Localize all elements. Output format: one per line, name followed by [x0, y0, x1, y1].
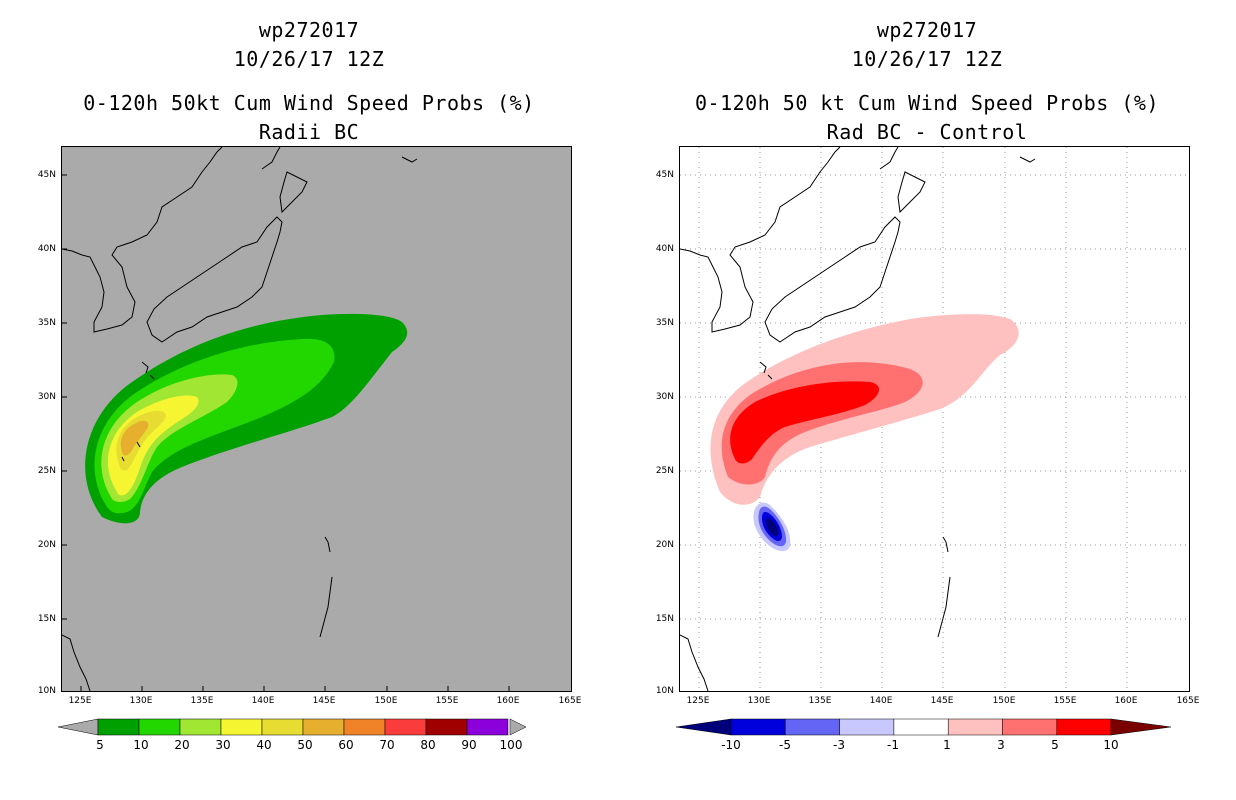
left-cbar-swatch	[343, 718, 386, 736]
lon-label: 130E	[129, 696, 153, 706]
left-storm-id: wp272017	[258, 18, 360, 42]
diff-neg-10	[765, 518, 779, 537]
left-cbar-swatch	[261, 718, 304, 736]
right-cbar-label: 1	[943, 738, 951, 752]
lat-label: 15N	[655, 614, 674, 624]
left-cbar-label: 90	[461, 738, 477, 752]
left-cbar-swatch	[179, 718, 222, 736]
right-map	[679, 146, 1190, 692]
lat-label: 10N	[37, 686, 56, 696]
lon-label: 165E	[558, 696, 582, 706]
lon-label: 135E	[808, 696, 832, 706]
right-storm-id: wp272017	[876, 18, 978, 42]
left-cbar-label: 70	[379, 738, 395, 752]
left-cbar-label: 60	[338, 738, 354, 752]
right-map-svg	[680, 147, 1189, 691]
left-cbar-swatch	[138, 718, 181, 736]
left-subtitle: Radii BC	[258, 120, 360, 144]
left-cbar-label: 10	[133, 738, 149, 752]
left-cbar-label: 100	[499, 738, 523, 752]
lon-label: 140E	[869, 696, 893, 706]
left-cbar-swatch	[302, 718, 345, 736]
lat-label: 35N	[655, 318, 674, 328]
lat-label: 35N	[37, 318, 56, 328]
right-cbar-label: 3	[997, 738, 1005, 752]
left-axis-ticks	[62, 174, 510, 691]
prob-swath-10	[94, 338, 335, 514]
left-cbar-label: 30	[215, 738, 231, 752]
lat-label: 25N	[655, 466, 674, 476]
lat-label: 45N	[655, 170, 674, 180]
left-cbar-swatch	[384, 718, 427, 736]
lon-label: 125E	[68, 696, 92, 706]
lat-label: 40N	[655, 244, 674, 254]
lat-label: 25N	[37, 466, 56, 476]
left-cbar-label: 40	[256, 738, 272, 752]
lat-label: 40N	[37, 244, 56, 254]
right-cbar-swatch	[785, 718, 840, 736]
left-map	[61, 146, 572, 692]
right-cbar-swatch	[947, 718, 1003, 736]
left-cbar-label: 20	[174, 738, 190, 752]
right-product-title: 0-120h 50 kt Cum Wind Speed Probs (%)	[694, 91, 1160, 115]
prob-swath-30	[107, 395, 199, 496]
left-cbar-swatch	[466, 718, 509, 736]
lon-label: 145E	[312, 696, 336, 706]
right-date: 10/26/17 12Z	[851, 47, 1003, 71]
left-cbar-swatch	[425, 718, 468, 736]
right-panel: wp272017 10/26/17 12Z 0-120h 50 kt Cum W…	[618, 0, 1236, 800]
right-cbar-label: -3	[833, 738, 845, 752]
lat-label: 30N	[37, 392, 56, 402]
prob-swath-40	[116, 410, 166, 471]
lat-label: 10N	[655, 686, 674, 696]
left-panel: wp272017 10/26/17 12Z 0-120h 50kt Cum Wi…	[37, 18, 582, 752]
lon-label: 145E	[930, 696, 954, 706]
lon-label: 150E	[992, 696, 1016, 706]
left-cbar-label: 50	[297, 738, 313, 752]
right-cbar-label: -5	[779, 738, 791, 752]
left-colorbar	[58, 718, 527, 736]
lon-label: 130E	[747, 696, 771, 706]
lon-label: 135E	[190, 696, 214, 706]
prob-swath-50	[120, 420, 149, 456]
right-cbar-swatch	[839, 718, 895, 736]
left-cbar-swatch	[220, 718, 263, 736]
right-colorbar	[676, 718, 1172, 736]
diff-pos-5	[730, 381, 880, 464]
lon-label: 125E	[686, 696, 710, 706]
lon-label: 160E	[496, 696, 520, 706]
lat-label: 15N	[37, 614, 56, 624]
left-map-svg	[62, 147, 510, 691]
coastlines	[62, 147, 418, 691]
right-cbar-swatch	[1056, 718, 1112, 736]
right-cbar-swatch	[1002, 718, 1058, 736]
lon-label: 165E	[1176, 696, 1200, 706]
right-cbar-label: -10	[721, 738, 741, 752]
right-subtitle: Rad BC - Control	[826, 120, 1028, 144]
left-product-title: 0-120h 50kt Cum Wind Speed Probs (%)	[83, 91, 535, 115]
right-cbar-swatch	[893, 718, 949, 736]
coastlines	[680, 147, 1036, 691]
left-cbar-label: 5	[96, 738, 104, 752]
lon-label: 140E	[251, 696, 275, 706]
lat-label: 20N	[37, 540, 56, 550]
right-cbar-swatch	[730, 718, 786, 736]
lon-label: 155E	[1053, 696, 1077, 706]
right-cbar-label: 5	[1051, 738, 1059, 752]
left-date: 10/26/17 12Z	[233, 47, 385, 71]
lon-label: 155E	[435, 696, 459, 706]
left-cbar-label: 80	[420, 738, 436, 752]
lat-label: 30N	[655, 392, 674, 402]
lat-label: 20N	[655, 540, 674, 550]
lat-label: 45N	[37, 170, 56, 180]
right-cbar-label: -1	[887, 738, 899, 752]
right-cbar-label: 10	[1103, 738, 1119, 752]
lon-label: 150E	[374, 696, 398, 706]
lon-label: 160E	[1114, 696, 1138, 706]
left-cbar-swatch	[97, 718, 140, 736]
